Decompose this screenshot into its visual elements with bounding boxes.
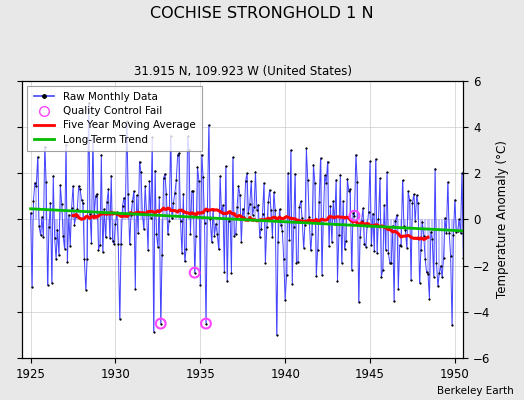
Point — [202, 320, 210, 327]
Y-axis label: Temperature Anomaly (°C): Temperature Anomaly (°C) — [496, 140, 509, 298]
Legend: Raw Monthly Data, Quality Control Fail, Five Year Moving Average, Long-Term Tren: Raw Monthly Data, Quality Control Fail, … — [27, 86, 202, 151]
Point — [350, 212, 358, 219]
Text: COCHISE STRONGHOLD 1 N: COCHISE STRONGHOLD 1 N — [150, 6, 374, 21]
Title: 31.915 N, 109.923 W (United States): 31.915 N, 109.923 W (United States) — [134, 65, 352, 78]
Point — [157, 320, 165, 327]
Text: Berkeley Earth: Berkeley Earth — [437, 386, 514, 396]
Point — [190, 270, 199, 276]
